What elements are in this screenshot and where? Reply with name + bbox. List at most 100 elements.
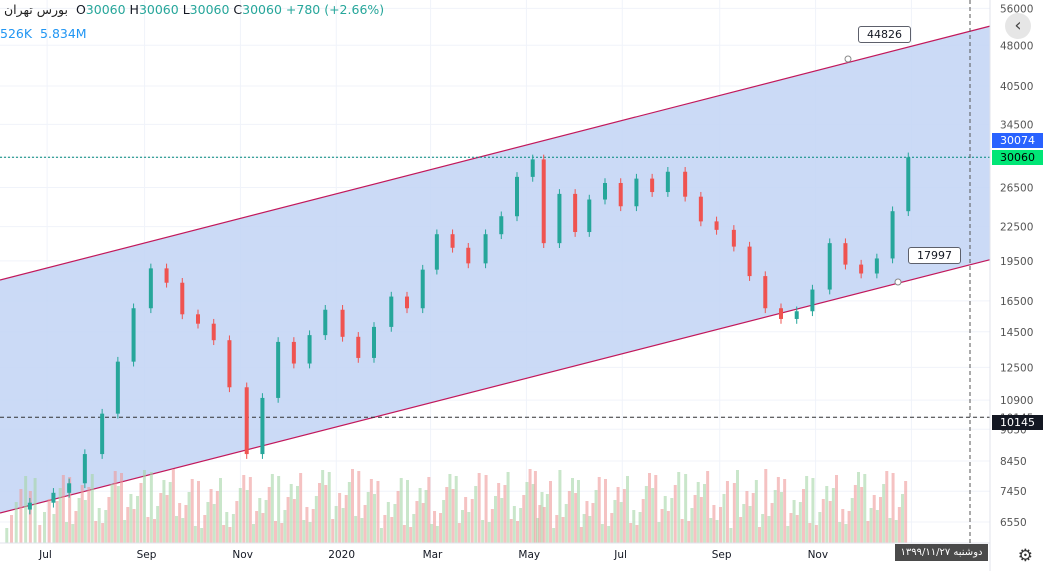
channel-lower-line bbox=[0, 259, 991, 514]
volume-bar bbox=[805, 476, 809, 543]
volume-bar bbox=[533, 471, 537, 543]
volume-bar bbox=[344, 495, 348, 543]
volume-bar bbox=[680, 519, 684, 543]
candle-body bbox=[557, 193, 562, 244]
candle-body bbox=[291, 341, 296, 364]
volume-bar bbox=[888, 518, 892, 543]
volume-bar bbox=[331, 519, 335, 543]
x-tick-label: Sep bbox=[137, 549, 157, 561]
volume-bar bbox=[522, 495, 526, 543]
lower-channel-anchor bbox=[894, 278, 902, 286]
volume-bar bbox=[850, 498, 854, 543]
volume-bar bbox=[666, 511, 670, 543]
volume-bar bbox=[814, 525, 818, 543]
volume-bar bbox=[153, 519, 156, 543]
volume-bar bbox=[314, 496, 318, 543]
volume-bar bbox=[321, 470, 325, 543]
volume-bar bbox=[433, 511, 437, 543]
volume-bar bbox=[904, 481, 908, 543]
volume-bar bbox=[780, 492, 783, 543]
volume-bar bbox=[795, 515, 799, 543]
low-value: 30060 bbox=[189, 2, 230, 17]
volume-bar bbox=[427, 477, 431, 543]
candle-body bbox=[499, 216, 504, 235]
volume-bar bbox=[555, 515, 559, 543]
volume-bar bbox=[885, 471, 889, 543]
volume-bar bbox=[379, 528, 383, 543]
candle-body bbox=[227, 340, 232, 388]
volume-bar bbox=[571, 478, 574, 543]
volume-bar bbox=[690, 508, 694, 543]
volume-bar bbox=[38, 525, 42, 543]
candle-body bbox=[665, 171, 670, 193]
x-tick-label: Nov bbox=[232, 549, 253, 561]
x-tick-label: Mar bbox=[423, 549, 443, 561]
volume-bar bbox=[594, 490, 598, 543]
volume-bar bbox=[758, 527, 761, 543]
volume-bar bbox=[421, 503, 425, 543]
volume-bar bbox=[390, 517, 394, 543]
volume-bar bbox=[386, 502, 390, 543]
candle-body bbox=[389, 296, 394, 327]
candle-body bbox=[731, 229, 736, 247]
candle-body bbox=[587, 199, 592, 233]
volume-bar bbox=[588, 516, 592, 543]
volume-bar bbox=[894, 520, 898, 543]
volume-bar bbox=[729, 528, 733, 543]
y-tick-label: 19500 bbox=[1000, 256, 1033, 268]
volume-bar bbox=[235, 501, 239, 543]
volume-bar bbox=[619, 502, 623, 543]
volume-bar bbox=[748, 506, 752, 543]
volume-bar bbox=[373, 494, 376, 543]
volume-bar bbox=[187, 492, 191, 543]
volume-bar bbox=[175, 516, 178, 543]
volume-bar bbox=[519, 508, 523, 543]
volume-bar bbox=[825, 486, 829, 543]
y-tick-label: 40500 bbox=[1000, 81, 1033, 93]
volume-bar bbox=[542, 507, 546, 543]
volume-bar bbox=[616, 487, 620, 543]
volume-bar bbox=[474, 486, 478, 543]
volume-bar bbox=[857, 472, 860, 543]
volume-bar bbox=[719, 507, 723, 543]
candle-body bbox=[763, 276, 768, 309]
volume-bar bbox=[644, 486, 648, 543]
volume-bar bbox=[252, 524, 255, 543]
candle-body bbox=[244, 387, 249, 455]
volume-bar bbox=[123, 520, 127, 543]
candle-body bbox=[906, 157, 911, 212]
volume-bar bbox=[255, 511, 259, 543]
volume-bar bbox=[61, 475, 65, 543]
volume-bar bbox=[579, 527, 583, 543]
volume-bar bbox=[28, 491, 32, 543]
candle-body bbox=[148, 268, 153, 309]
volume-bar bbox=[564, 504, 568, 543]
volume-bar bbox=[831, 488, 835, 543]
lower-channel-label[interactable]: 17997 bbox=[908, 247, 961, 264]
gear-icon[interactable]: ⚙ bbox=[1017, 546, 1033, 566]
volume-bar bbox=[190, 479, 194, 543]
upper-channel-label[interactable]: 44826 bbox=[858, 26, 911, 43]
volume-bar bbox=[687, 521, 691, 543]
volume-bar bbox=[457, 523, 461, 543]
volume-bar bbox=[863, 474, 867, 543]
volume-bar bbox=[531, 484, 535, 543]
volume-bar bbox=[347, 482, 351, 543]
volume-bar bbox=[10, 515, 13, 543]
volume-bar bbox=[540, 492, 544, 543]
volume-bar bbox=[146, 517, 150, 543]
volume-bar bbox=[725, 481, 729, 543]
volume-bar bbox=[129, 494, 133, 543]
volume-bar bbox=[71, 524, 75, 543]
volume-bar bbox=[225, 512, 229, 543]
volume-bar bbox=[97, 508, 101, 543]
candle-body bbox=[874, 258, 879, 274]
scroll-back-button[interactable]: ‹ bbox=[1005, 13, 1031, 39]
candle-body bbox=[450, 234, 455, 248]
volume-bar bbox=[451, 489, 455, 543]
volume-bar bbox=[712, 505, 716, 543]
volume-bar bbox=[448, 474, 452, 543]
candle-body bbox=[530, 159, 535, 177]
high-label: H bbox=[129, 2, 139, 17]
